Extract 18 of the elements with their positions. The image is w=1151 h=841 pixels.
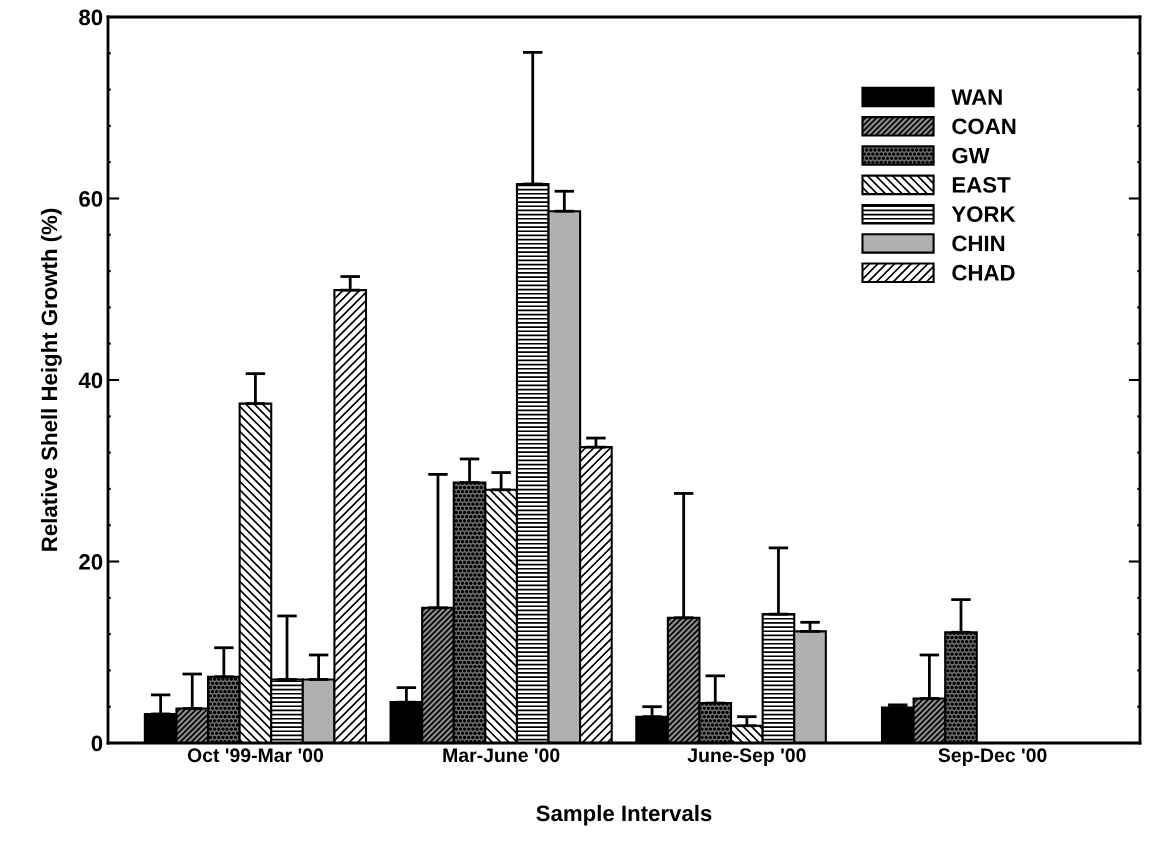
y-tick-label: 20 <box>79 554 103 570</box>
y-axis-title: Relative Shell Height Growth (%) <box>40 208 62 551</box>
y-tick-label: 60 <box>79 191 103 207</box>
legend-label: CHIN <box>952 235 1005 252</box>
x-tick-label: Mar-June '00 <box>443 748 560 763</box>
x-axis-title: Sample Intervals <box>536 804 712 826</box>
x-tick-label: Oct '99-Mar '00 <box>187 748 324 763</box>
legend-label: CHAD <box>952 264 1015 281</box>
y-tick-label: 80 <box>79 9 103 26</box>
legend-label: GW <box>952 147 990 164</box>
legend-label: EAST <box>952 177 1011 193</box>
y-tick-label: 40 <box>78 372 103 389</box>
x-tick-label: Sep-Dec '00 <box>938 748 1047 766</box>
legend-label: YORK <box>951 206 1016 223</box>
legend-label: WAN <box>951 89 1002 105</box>
x-tick-label: June-Sep '00 <box>687 748 806 766</box>
y-tick-label: 0 <box>91 735 103 752</box>
legend-label: COAN <box>952 118 1016 135</box>
